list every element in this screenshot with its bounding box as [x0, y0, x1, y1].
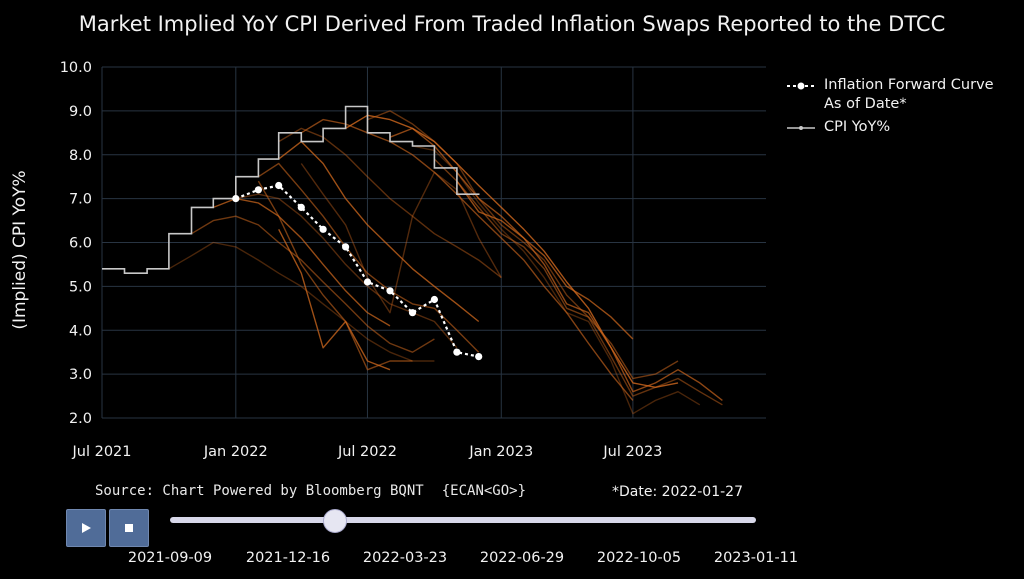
forward-curve-legend-swatch — [787, 82, 815, 90]
slider-tick[interactable]: 2021-12-16 — [245, 550, 331, 566]
history-curve-line — [235, 193, 458, 349]
forward-curve-point — [342, 243, 350, 251]
history-curve-line — [345, 114, 679, 388]
slider-tick[interactable]: 2021-09-09 — [127, 550, 213, 566]
legend: Inflation Forward Curve As of Date* CPI … — [786, 76, 1024, 141]
history-curve-line — [389, 127, 723, 401]
history-curve-line — [278, 140, 480, 323]
source-note: Source: Chart Powered by Bloomberg BQNT {… — [95, 483, 526, 499]
history-curve-line — [278, 228, 391, 371]
y-tick-label: 2.0 — [69, 411, 92, 427]
forward-curve-point — [275, 181, 283, 190]
play-icon — [82, 523, 91, 533]
date-note: *Date: 2022-01-27 — [612, 484, 743, 500]
slider-tick-labels: 2021-09-09 2021-12-16 2022-03-23 2022-06… — [0, 550, 1024, 570]
y-tick-label: 5.0 — [69, 279, 92, 295]
history-curve-line — [456, 180, 634, 340]
cpi-series-layer — [102, 105, 480, 274]
x-tick-label: Jan 2023 — [468, 444, 533, 460]
date-slider-thumb[interactable] — [323, 509, 348, 533]
forward-curve-point — [430, 295, 438, 304]
stop-icon — [125, 524, 133, 532]
history-curve-line — [412, 145, 701, 415]
forward-curve-point — [363, 278, 372, 286]
y-tick-label: 4.0 — [69, 323, 92, 339]
grid-layer — [101, 66, 766, 419]
history-curve-line — [367, 110, 723, 406]
x-tick-label: Jul 2023 — [602, 444, 662, 460]
legend-item-forward-curve[interactable]: Inflation Forward Curve As of Date* — [786, 76, 1024, 114]
slider-tick[interactable]: 2022-03-23 — [362, 550, 448, 566]
y-tick-label: 8.0 — [69, 148, 92, 164]
forward-curve-line — [235, 184, 479, 358]
slider-tick[interactable]: 2022-10-05 — [596, 550, 682, 566]
history-curve-line — [433, 158, 679, 380]
x-tick-label: Jul 2022 — [337, 444, 397, 460]
history-curve-line — [278, 127, 502, 279]
slider-tick[interactable]: 2022-06-29 — [479, 550, 565, 566]
slider-tick[interactable]: 2023-01-11 — [713, 550, 799, 566]
history-curve-line — [213, 197, 391, 327]
chart-title: Market Implied YoY CPI Derived From Trad… — [78, 12, 946, 36]
y-tick-label: 10.0 — [60, 60, 92, 76]
cpi-legend-swatch — [787, 126, 815, 130]
source-code: {ECAN<GO>} — [441, 483, 527, 499]
y-tick-label: 7.0 — [69, 192, 92, 208]
forward-curve-point — [453, 348, 461, 356]
history-curve-line — [168, 241, 435, 362]
axis-layer: 2.0 3.0 4.0 5.0 6.0 7.0 8.0 9.0 10.0 Jul 2021 Jan … — [60, 60, 663, 460]
forward-curve-point — [319, 225, 327, 233]
play-button[interactable] — [66, 509, 106, 547]
date-slider-track[interactable] — [170, 517, 756, 523]
history-curve-line — [300, 163, 502, 314]
forward-curve-point — [297, 203, 305, 211]
history-curve-line — [257, 180, 413, 371]
history-curve-line — [191, 215, 435, 353]
history-curves-layer — [168, 110, 723, 415]
y-tick-label: 3.0 — [69, 367, 92, 383]
legend-label-cpi: CPI YoY% — [824, 119, 891, 135]
stop-button[interactable] — [109, 509, 149, 547]
legend-label-forward-curve-line1: Inflation Forward Curve — [824, 77, 994, 93]
y-axis-label: (Implied) CPI YoY% — [10, 170, 30, 330]
legend-label-forward-curve-line2: As of Date* — [824, 96, 907, 112]
history-curve-line — [258, 162, 480, 353]
y-tick-label: 6.0 — [69, 236, 92, 252]
forward-curve-point — [475, 353, 483, 361]
forward-curve-point — [386, 287, 394, 295]
x-tick-label: Jul 2021 — [71, 444, 131, 460]
forward-curve-point — [232, 195, 240, 203]
legend-item-cpi[interactable]: CPI YoY% — [786, 118, 1024, 137]
cpi-step-line — [102, 105, 480, 274]
history-curve-line — [300, 118, 634, 401]
x-tick-label: Jan 2022 — [203, 444, 268, 460]
forward-curve-layer — [232, 181, 483, 361]
forward-curve-point — [254, 186, 262, 194]
source-text: Source: Chart Powered by Bloomberg BQNT — [95, 483, 424, 499]
forward-curve-point — [408, 309, 417, 317]
y-tick-label: 9.0 — [69, 104, 92, 120]
